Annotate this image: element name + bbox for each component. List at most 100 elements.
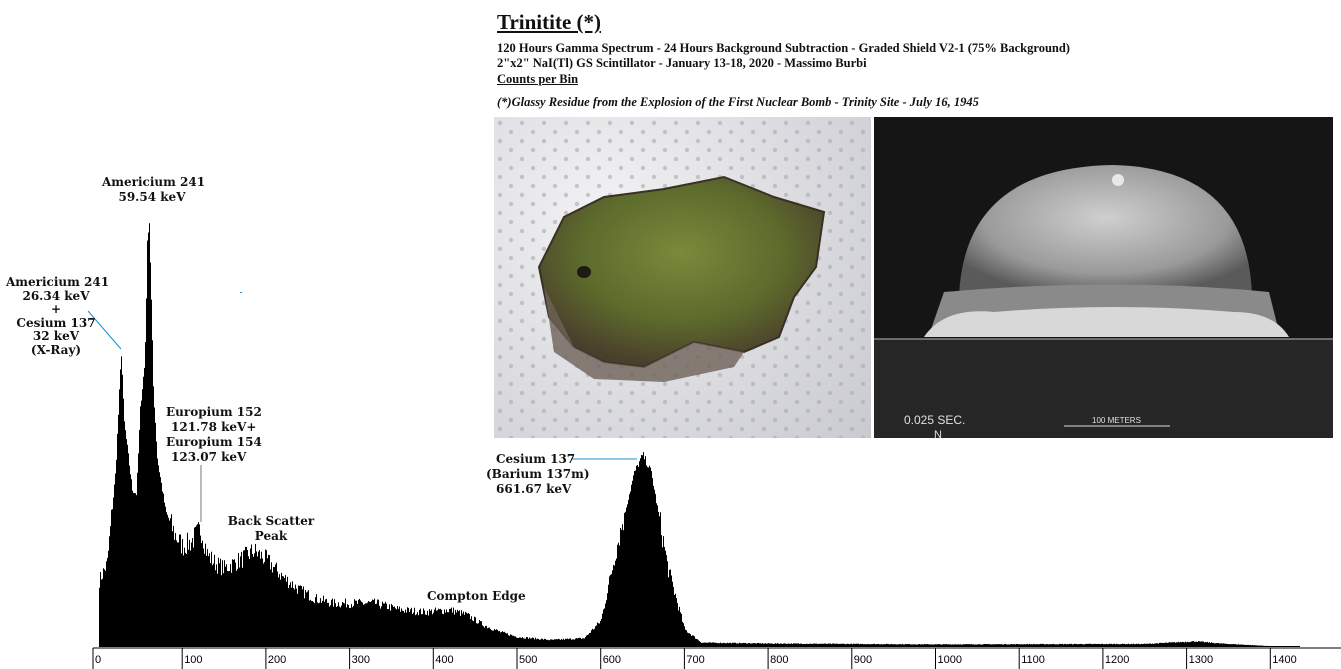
spectrum-bin <box>775 643 776 647</box>
spectrum-bin <box>100 571 101 647</box>
spectrum-bin <box>676 598 677 647</box>
spectrum-bin <box>412 613 413 647</box>
spectrum-bin <box>762 643 763 647</box>
spectrum-bin <box>242 567 243 647</box>
spectrum-bin <box>210 563 211 647</box>
spectrum-bin <box>377 599 378 647</box>
spectrum-bin <box>685 629 686 647</box>
spectrum-bin <box>120 369 121 647</box>
spectrum-bin <box>710 642 711 647</box>
spectrum-bin <box>101 579 102 647</box>
spectrum-bin <box>154 407 155 647</box>
spectrum-bin <box>832 643 833 647</box>
spectrum-bin <box>946 644 947 647</box>
scale-caption: 100 METERS <box>1092 416 1141 425</box>
spectrum-bin <box>843 643 844 647</box>
spectrum-bin <box>493 630 494 647</box>
spectrum-bin <box>885 644 886 647</box>
spectrum-bin <box>360 600 361 647</box>
spectrum-bin <box>983 644 984 647</box>
spectrum-bin <box>203 548 204 647</box>
spectrum-bin <box>403 610 404 647</box>
spectrum-bin <box>714 642 715 647</box>
spectrum-bin <box>286 581 287 647</box>
spectrum-bin <box>223 573 224 647</box>
spectrum-bin <box>758 642 759 647</box>
spectrum-bin <box>1107 644 1108 647</box>
spectrum-bin <box>957 644 958 647</box>
spectrum-bin <box>634 470 635 647</box>
spectrum-bin <box>123 398 124 647</box>
spectrum-bin <box>1026 644 1027 647</box>
spectrum-bin <box>1245 644 1246 647</box>
spectrum-bin <box>1000 644 1001 647</box>
spectrum-bin <box>647 466 648 647</box>
spectrum-bin <box>1183 641 1184 647</box>
spectrum-bin <box>827 643 828 647</box>
spectrum-bin <box>1081 643 1082 647</box>
spectrum-bin <box>547 639 548 647</box>
spectrum-bin <box>529 637 530 647</box>
spectrum-bin <box>651 471 652 647</box>
spectrum-bin <box>251 544 252 647</box>
spectrum-bin <box>507 633 508 647</box>
spectrum-bin <box>985 644 986 647</box>
spectrum-bin <box>400 611 401 647</box>
spectrum-bin <box>1015 644 1016 647</box>
spectrum-bin <box>697 639 698 647</box>
spectrum-bin <box>1137 644 1138 647</box>
spectrum-bin <box>358 599 359 647</box>
spectrum-bin <box>1273 646 1274 647</box>
spectrum-bin <box>555 639 556 647</box>
spectrum-bin <box>1251 645 1252 647</box>
spectrum-bin <box>327 602 328 647</box>
spectrum-bin <box>309 600 310 647</box>
spectrum-bin <box>172 531 173 647</box>
spectrum-bin <box>193 547 194 647</box>
spectrum-bin <box>1172 642 1173 647</box>
spectrum-bin <box>1178 641 1179 647</box>
spectrum-bin <box>187 532 188 647</box>
spectrum-bin <box>1161 642 1162 647</box>
spectrum-bin <box>816 643 817 647</box>
spectrum-bin <box>600 620 601 647</box>
spectrum-bin <box>228 571 229 647</box>
spectrum-bin <box>1152 643 1153 647</box>
spectrum-bin <box>1194 641 1195 647</box>
spectrum-bin <box>1247 644 1248 647</box>
spectrum-bin <box>398 608 399 647</box>
spectrum-bin <box>1227 643 1228 647</box>
spectrum-bin <box>287 576 288 647</box>
x-tick-label: 300 <box>352 654 370 666</box>
x-tick-label: 700 <box>686 654 704 666</box>
spectrum-bin <box>981 644 982 647</box>
spectrum-bin <box>1025 644 1026 647</box>
spectrum-bin <box>1115 644 1116 647</box>
spectrum-bin <box>386 603 387 647</box>
spectrum-bin <box>977 644 978 647</box>
spectrum-bin <box>1210 642 1211 647</box>
spectrum-bin <box>654 489 655 647</box>
spectrum-bin <box>1076 644 1077 647</box>
spectrum-bin <box>1122 643 1123 647</box>
x-tick-label: 1400 <box>1272 654 1296 666</box>
spectrum-bin <box>782 643 783 647</box>
spectrum-bin <box>115 473 116 647</box>
spectrum-bin <box>1271 646 1272 647</box>
spectrum-bin <box>215 570 216 647</box>
spectrum-bin <box>497 629 498 647</box>
spectrum-bin <box>1045 644 1046 647</box>
spectrum-bin <box>417 612 418 647</box>
spectrum-bin <box>1196 641 1197 647</box>
spectrum-bin <box>1160 642 1161 647</box>
spectrum-bin <box>454 614 455 647</box>
spectrum-bin <box>195 526 196 647</box>
spectrum-bin <box>299 585 300 647</box>
spectrum-bin <box>1004 644 1005 647</box>
spectrum-bin <box>302 589 303 647</box>
spectrum-bin <box>280 579 281 647</box>
spectrum-bin <box>1021 644 1022 647</box>
spectrum-bin <box>107 557 108 647</box>
counts-per-bin-label[interactable]: Counts per Bin <box>497 72 579 86</box>
spectrum-bin <box>927 644 928 647</box>
